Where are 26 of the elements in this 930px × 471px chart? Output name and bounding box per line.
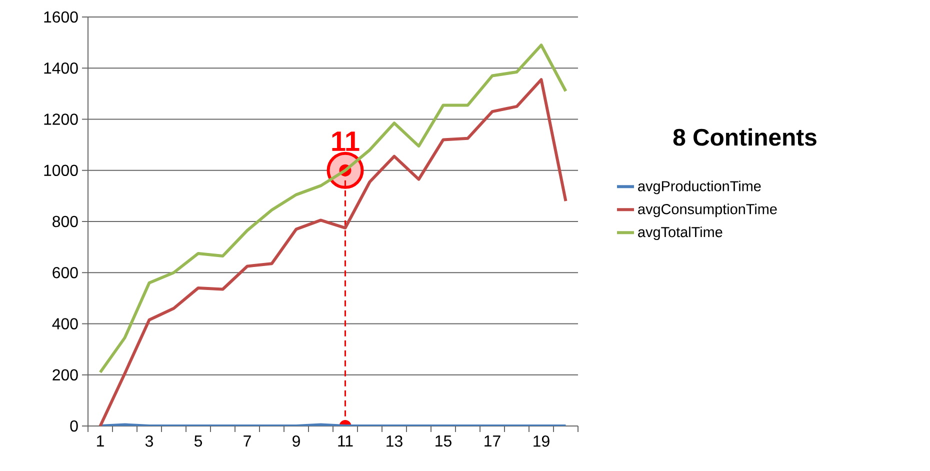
annotation: 11 <box>332 132 360 151</box>
x-tick-label: 17 <box>484 436 500 446</box>
y-tick-label: 1200 <box>44 114 78 125</box>
y-tick-label: 400 <box>52 318 78 330</box>
y-tick-label: 800 <box>52 216 78 228</box>
line-series <box>98 44 568 374</box>
x-tick-label: 7 <box>244 436 251 446</box>
legend-label: avgConsumptionTime <box>638 204 777 218</box>
x-tick-label: 3 <box>145 436 153 447</box>
x-tick-label: 9 <box>292 436 300 447</box>
y-tick-label: 0 <box>70 420 78 432</box>
x-tick-label: 15 <box>436 436 452 447</box>
y-tick-label: 1000 <box>44 164 78 176</box>
y-tick-label: 200 <box>52 369 78 381</box>
y-tick-label: 600 <box>52 266 78 278</box>
x-tick-label: 1 <box>97 436 104 446</box>
text: 8 Continents <box>673 128 816 146</box>
y-tick-label: 1400 <box>44 62 78 74</box>
x-tick-label: 19 <box>534 436 550 447</box>
x-tick-label: 11 <box>338 436 353 446</box>
legend-label: avgProductionTime <box>638 180 761 194</box>
line-series <box>98 78 568 426</box>
legend-label: avgTotalTime <box>638 226 722 240</box>
x-tick-label: 13 <box>386 436 402 447</box>
x-tick-label: 5 <box>194 436 202 447</box>
y-tick-label: 1600 <box>44 11 78 23</box>
